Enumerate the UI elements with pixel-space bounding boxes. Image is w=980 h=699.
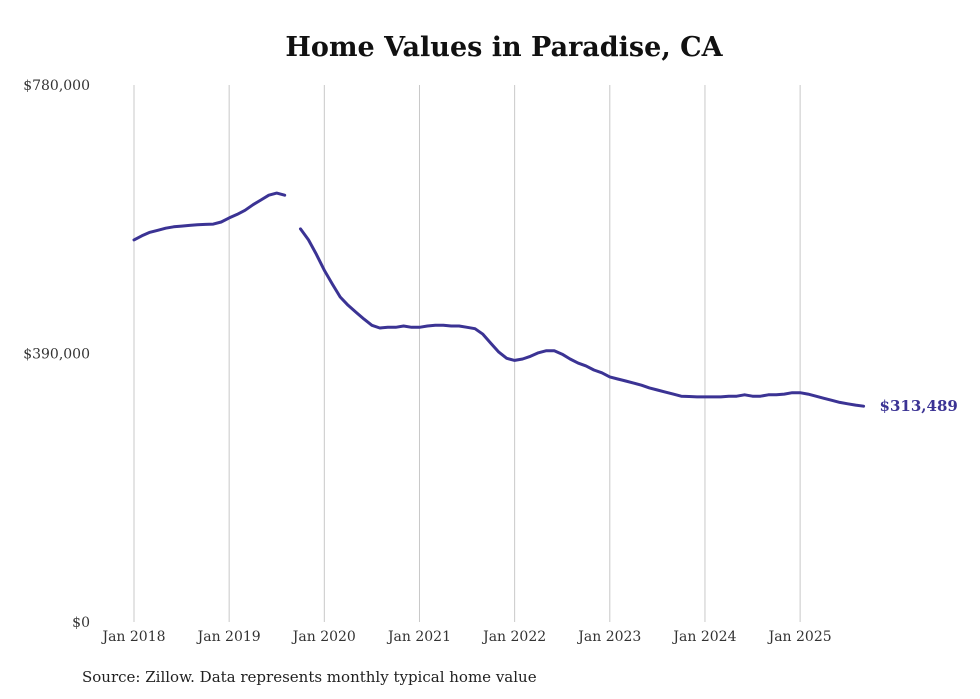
x-tick-label: Jan 2024 [671,629,736,645]
x-tick-label: Jan 2025 [767,629,832,645]
x-tick-label: Jan 2022 [481,629,546,645]
x-tick-label: Jan 2023 [576,629,641,645]
y-tick-label: $0 [72,615,90,631]
series-line [299,227,866,408]
x-tick-label: Jan 2019 [196,629,261,645]
y-tick-label: $780,000 [23,78,90,94]
x-tick-label: Jan 2018 [100,629,165,645]
end-value-label: $313,489 [880,397,958,415]
chart-title: Home Values in Paradise, CA [285,32,723,63]
y-tick-label: $390,000 [23,347,90,363]
x-tick-label: Jan 2020 [291,629,356,645]
x-tick-label: Jan 2021 [386,629,451,645]
series-line [132,191,287,242]
source-note: Source: Zillow. Data represents monthly … [82,668,537,686]
